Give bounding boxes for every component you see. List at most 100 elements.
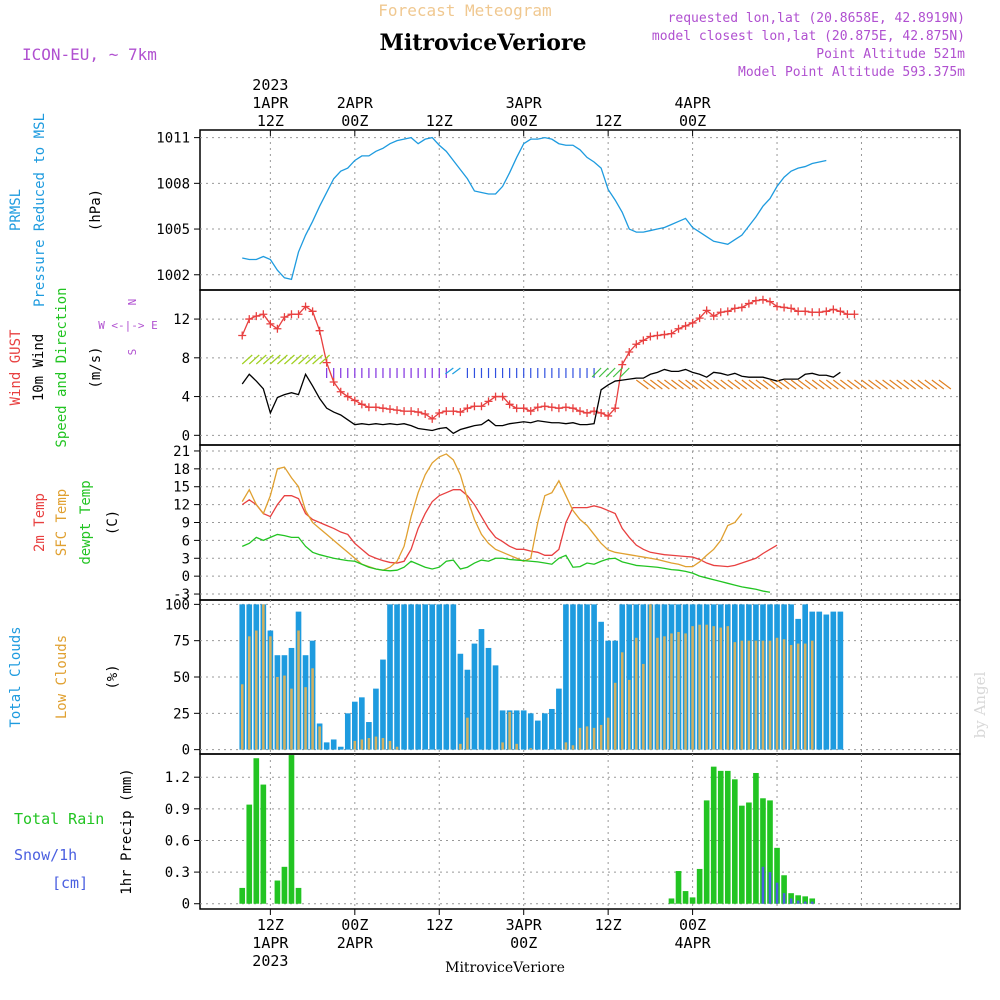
gust-marker xyxy=(547,403,556,412)
gust-marker xyxy=(583,409,592,418)
bar-low-clouds xyxy=(353,740,357,750)
wind-arrow xyxy=(262,354,274,365)
wind-arrow xyxy=(713,379,727,390)
gust-marker xyxy=(576,407,584,416)
bar-low-clouds xyxy=(810,640,814,750)
y-tick-label: 12 xyxy=(173,312,190,328)
gust-marker xyxy=(618,360,627,369)
gust-marker xyxy=(519,404,528,413)
bar-total-rain xyxy=(717,770,724,904)
bar-low-clouds xyxy=(395,746,399,750)
y-tick-label: 6 xyxy=(182,533,190,549)
gust-marker xyxy=(822,307,831,316)
bar-low-clouds xyxy=(564,742,568,750)
bar-total-clouds xyxy=(471,643,478,750)
wind-arrow xyxy=(832,379,846,390)
gust-marker xyxy=(625,348,634,356)
bar-total-clouds xyxy=(485,647,492,750)
wind-arrow xyxy=(605,367,616,378)
gust-marker xyxy=(336,387,345,396)
gust-marker xyxy=(766,297,774,306)
bar-total-clouds xyxy=(450,604,457,750)
bar-total-clouds xyxy=(626,604,633,750)
top-time-label: 00Z xyxy=(341,112,368,130)
bar-snow xyxy=(789,898,793,904)
panel-label: Speed and Direction xyxy=(54,287,70,447)
bar-low-clouds xyxy=(754,640,758,750)
bar-total-clouds xyxy=(373,688,379,750)
bar-total-rain xyxy=(281,866,288,904)
bar-total-clouds xyxy=(584,604,590,750)
gust-marker xyxy=(512,404,521,413)
bar-total-clouds xyxy=(323,742,330,750)
bar-low-clouds xyxy=(705,624,708,750)
wind-arrow xyxy=(706,379,720,390)
wind-arrow xyxy=(598,367,609,378)
bar-total-clouds xyxy=(598,621,604,750)
wind-arrow xyxy=(762,379,776,390)
bar-total-clouds xyxy=(344,713,351,750)
bar-total-clouds xyxy=(542,713,548,750)
gust-marker xyxy=(808,308,817,317)
bar-low-clouds xyxy=(712,626,715,750)
gust-marker xyxy=(836,307,845,316)
bar-total-rain xyxy=(802,896,808,904)
bar-total-rain xyxy=(781,875,787,904)
unit-label: (C) xyxy=(105,510,121,535)
wind-arrow xyxy=(650,379,663,390)
wind-arrow xyxy=(910,379,924,390)
bar-total-rain xyxy=(682,891,689,904)
bar-total-clouds xyxy=(401,604,407,750)
bar-low-clouds xyxy=(775,637,779,750)
bar-low-clouds xyxy=(789,645,793,750)
bar-total-rain xyxy=(274,880,281,904)
gust-marker xyxy=(568,404,577,413)
bar-total-rain xyxy=(239,887,246,904)
series-line-gust xyxy=(241,299,855,420)
wind-arrow xyxy=(699,379,712,390)
bar-low-clouds xyxy=(656,637,659,750)
bar-total-clouds xyxy=(563,604,569,750)
wind-arrow xyxy=(769,379,783,390)
wind-arrow xyxy=(685,379,698,390)
gust-marker xyxy=(386,405,394,414)
bar-total-clouds xyxy=(513,710,520,750)
bar-low-clouds xyxy=(247,636,251,750)
compass-we: W <-|-> E xyxy=(98,319,158,332)
bar-low-clouds xyxy=(508,711,511,750)
bar-low-clouds xyxy=(620,652,624,750)
bar-total-clouds xyxy=(570,604,576,750)
requested-coords: requested lon,lat (20.8658E, 42.8919N) xyxy=(668,11,965,26)
y-tick-label: 75 xyxy=(173,634,190,650)
gust-marker xyxy=(737,303,746,312)
bar-total-rain xyxy=(696,868,703,904)
bar-total-clouds xyxy=(605,640,611,750)
gust-marker xyxy=(315,326,324,335)
y-tick-label: 8 xyxy=(182,351,190,367)
bar-low-clouds xyxy=(691,626,694,750)
wind-arrow xyxy=(248,354,260,365)
bottom-time-label: 2APR xyxy=(337,934,374,952)
bar-low-clouds xyxy=(360,739,364,750)
bar-total-clouds xyxy=(464,669,471,750)
bar-snow xyxy=(810,901,814,904)
gust-marker xyxy=(702,306,711,315)
bar-total-rain xyxy=(809,898,816,904)
gust-marker xyxy=(751,296,760,305)
wind-arrow xyxy=(671,379,684,390)
bar-low-clouds xyxy=(262,604,265,750)
wind-arrow xyxy=(896,379,910,390)
top-time-label: 2023 xyxy=(252,76,288,94)
bar-low-clouds xyxy=(726,626,730,750)
wind-arrow xyxy=(840,379,853,390)
bar-low-clouds xyxy=(311,668,314,750)
bar-total-clouds xyxy=(352,701,358,750)
bar-total-rain xyxy=(668,898,675,904)
gust-marker xyxy=(491,392,500,401)
gust-marker xyxy=(632,340,641,349)
bar-total-clouds xyxy=(429,604,436,750)
wind-arrow xyxy=(734,379,748,390)
y-tick-label: 9 xyxy=(182,516,190,532)
gust-marker xyxy=(442,407,451,416)
unit-label: 1hr Precip (mm) xyxy=(119,768,135,894)
